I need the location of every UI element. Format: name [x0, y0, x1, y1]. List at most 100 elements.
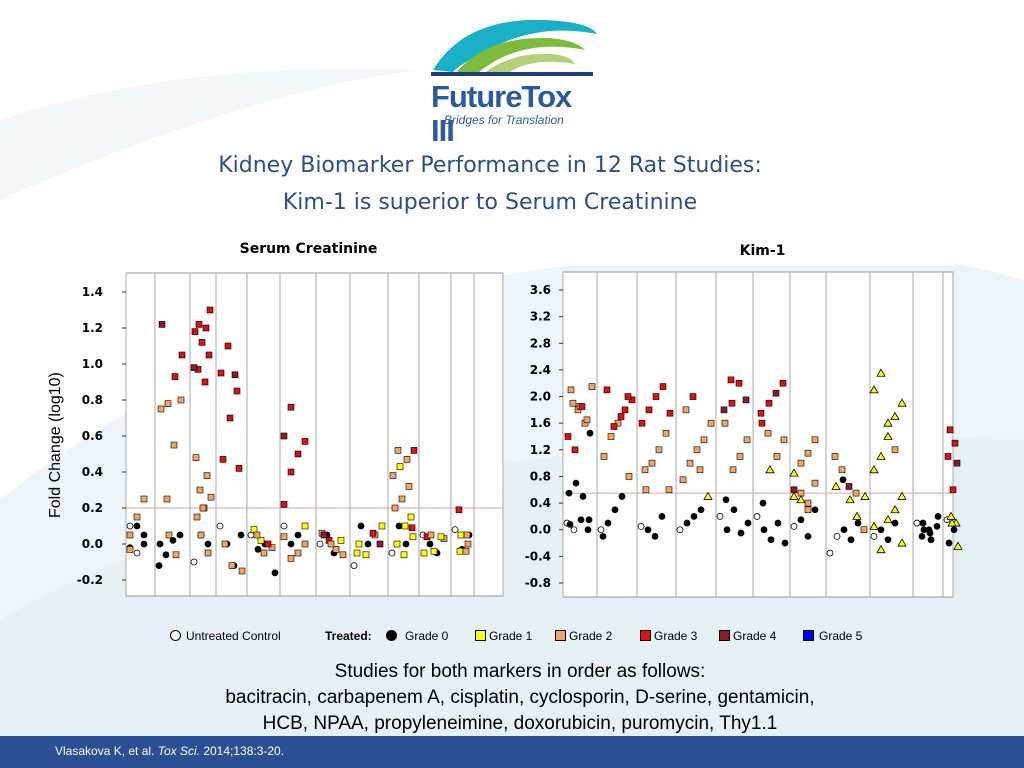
- y-tick-label: 2.8: [530, 336, 551, 350]
- data-point-grade1: [430, 547, 438, 555]
- data-point-grade0: [658, 513, 666, 520]
- data-point-grade0: [599, 532, 607, 540]
- data-point-grade0: [586, 429, 594, 437]
- data-point-grade3: [949, 486, 957, 494]
- data-point-grade3: [369, 529, 377, 537]
- data-point-grade2: [642, 486, 650, 494]
- data-point-grade2: [700, 436, 708, 444]
- data-point-grade2: [831, 453, 839, 460]
- y-tick-label: 0.4: [530, 496, 551, 510]
- data-point-grade2: [583, 416, 591, 424]
- data-point-grade1: [257, 537, 265, 544]
- data-point-grade2: [773, 453, 781, 460]
- data-point-grade4: [231, 371, 239, 379]
- data-point-grade1: [869, 464, 879, 474]
- data-point-grade0: [611, 506, 619, 514]
- data-point-grade2: [686, 459, 694, 467]
- data-point-grade0: [204, 540, 212, 548]
- data-point-grade2: [394, 447, 402, 454]
- data-point-untreated: [637, 522, 645, 530]
- legend-grade5-label: Grade 5: [819, 629, 863, 643]
- data-point-grade2: [228, 562, 236, 569]
- data-point-grade0: [839, 476, 847, 484]
- data-point-grade1: [831, 481, 841, 490]
- data-point-grade2: [811, 436, 819, 444]
- data-point-grade2: [607, 433, 615, 440]
- data-point-grade0: [133, 522, 141, 530]
- footer-bar: Vlasakova K, et al. Tox Sci. 2014;138:3-…: [0, 736, 1024, 768]
- data-point-grade3: [201, 378, 209, 386]
- data-point-grade0: [357, 522, 365, 530]
- data-point-grade2: [165, 531, 173, 539]
- data-point-grade0: [565, 489, 573, 497]
- data-point-grade0: [140, 531, 148, 539]
- data-point-grade0: [364, 540, 372, 548]
- data-point-grade1: [409, 533, 417, 541]
- data-point-grade0: [651, 532, 659, 540]
- kim1-panel-title: Kim-1: [570, 236, 955, 266]
- data-point-grade3: [944, 453, 952, 460]
- data-point-grade2: [780, 436, 788, 444]
- data-point-grade2: [157, 405, 165, 413]
- data-point-grade3: [610, 423, 618, 430]
- data-point-grade0: [797, 516, 805, 524]
- data-point-grade0: [925, 526, 933, 534]
- data-point-grade2: [238, 567, 246, 575]
- data-point-grade1: [301, 522, 309, 530]
- data-point-untreated: [451, 526, 459, 533]
- data-point-grade2: [655, 446, 663, 454]
- data-point-grade0: [155, 562, 163, 569]
- data-point-untreated: [716, 513, 724, 520]
- legend-grade3-marker: [640, 630, 651, 641]
- data-point-grade4: [772, 389, 780, 397]
- data-point-grade0: [854, 519, 862, 527]
- data-point-grade4: [845, 483, 853, 490]
- data-point-grade1: [396, 463, 404, 470]
- data-point-grade3: [408, 524, 416, 532]
- data-point-grade3: [652, 393, 660, 400]
- data-point-grade4: [320, 531, 328, 539]
- data-point-grade0: [722, 496, 730, 504]
- data-point-grade3: [178, 351, 186, 359]
- data-point-grade2: [391, 504, 399, 512]
- data-point-grade2: [193, 513, 201, 521]
- data-point-grade0: [730, 506, 738, 514]
- data-point-grade1: [393, 540, 401, 548]
- data-point-grade2: [588, 383, 596, 390]
- data-point-grade4: [158, 321, 166, 328]
- citation-authors: Vlasakova K, et al.: [55, 744, 155, 758]
- data-point-grade1: [765, 464, 775, 474]
- data-point-untreated: [790, 522, 798, 530]
- logo-tagline: Bridges for Translation: [444, 113, 564, 127]
- data-point-grade3: [946, 426, 954, 434]
- data-point-grade1: [869, 521, 879, 530]
- legend-grade3-label: Grade 3: [654, 629, 698, 643]
- data-point-untreated: [190, 558, 198, 566]
- data-point-grade2: [567, 386, 575, 394]
- data-point-grade2: [804, 449, 812, 457]
- data-point-grade3: [410, 447, 418, 454]
- data-point-grade0: [644, 526, 652, 534]
- legend-grade2-marker: [555, 630, 566, 641]
- data-point-grade3: [617, 413, 625, 420]
- data-point-grade2: [764, 429, 772, 437]
- data-point-grade3: [757, 409, 765, 417]
- data-point-grade3: [621, 406, 629, 414]
- data-point-grade3: [301, 438, 309, 445]
- y-tick-label: 3.2: [530, 310, 551, 324]
- y-tick-label: 0.6: [82, 429, 103, 443]
- data-point-grade0: [697, 506, 705, 514]
- data-point-grade3: [202, 324, 210, 332]
- y-tick-label: 3.6: [530, 283, 551, 297]
- data-point-untreated: [676, 526, 684, 534]
- data-point-grade1: [337, 537, 345, 544]
- data-point-grade3: [224, 342, 232, 350]
- slide-subtitle: Kim-1 is superior to Serum Creatinine: [282, 190, 698, 215]
- data-point-grade1: [845, 494, 855, 504]
- data-point-grade2: [662, 429, 670, 437]
- data-point-grade2: [891, 446, 899, 454]
- data-point-grade4: [742, 396, 750, 404]
- data-point-grade2: [192, 454, 200, 461]
- data-point-grade2: [679, 476, 687, 484]
- notes-line-1: Studies for both markers in order as fol…: [334, 661, 706, 682]
